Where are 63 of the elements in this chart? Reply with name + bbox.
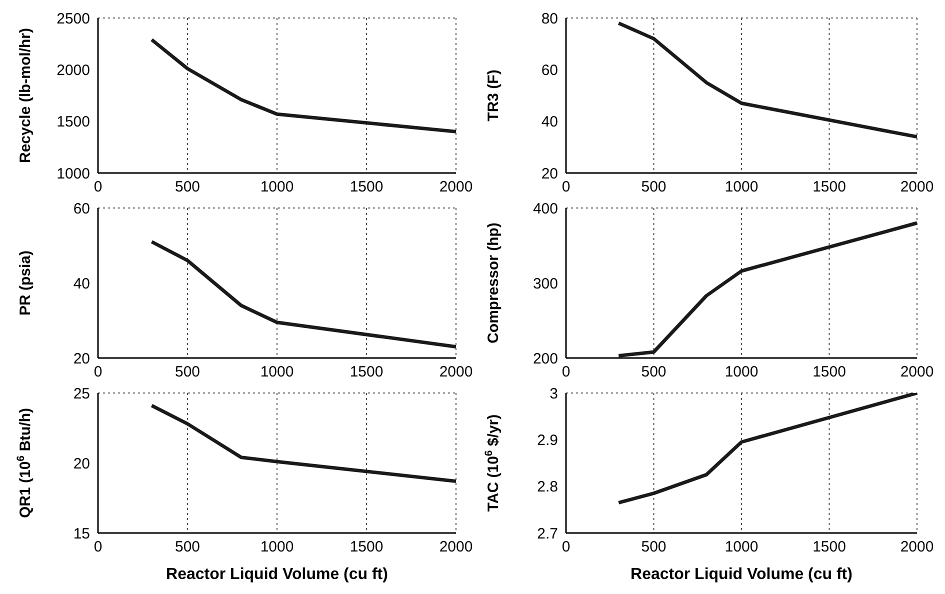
x-tick-label: 1500 — [812, 178, 846, 196]
x-tick-label: 1500 — [812, 538, 846, 556]
x-tick-label: 1000 — [260, 364, 294, 381]
y-tick-label: 1500 — [56, 114, 90, 131]
x-axis-title: Reactor Liquid Volume (cu ft) — [165, 566, 389, 584]
x-tick-label: 1000 — [724, 538, 758, 556]
x-tick-label: 2000 — [900, 178, 934, 196]
x-tick-label: 0 — [94, 364, 102, 381]
line-series — [616, 393, 917, 504]
x-tick-label: 500 — [641, 178, 666, 196]
y-tick-label: 40 — [73, 275, 90, 292]
x-tick-label: 0 — [562, 538, 570, 556]
line-series — [150, 240, 456, 348]
y-tick-label: 2.8 — [537, 478, 558, 496]
y-tick-label: 60 — [73, 200, 90, 218]
x-tick-label: 2000 — [900, 538, 934, 556]
y-tick-label: 15 — [73, 525, 90, 542]
y-tick-label: 3 — [550, 385, 558, 402]
x-tick-label: 1000 — [724, 364, 758, 381]
y-tick-label: 80 — [541, 10, 558, 28]
x-tick-label: 1500 — [350, 538, 384, 556]
x-tick-label: 1500 — [812, 364, 846, 381]
x-tick-label: 500 — [174, 538, 200, 556]
y-tick-label: 20 — [73, 350, 90, 368]
line-series — [616, 221, 917, 358]
x-tick-label: 0 — [562, 364, 570, 381]
y-tick-label: 20 — [541, 165, 558, 182]
y-tick-label: 20 — [73, 455, 90, 472]
y-tick-label: 2500 — [56, 10, 90, 28]
x-tick-label: 500 — [641, 538, 666, 556]
x-axis-title: Reactor Liquid Volume (cu ft) — [630, 566, 854, 584]
x-tick-label: 2000 — [439, 178, 473, 196]
x-tick-label: 1000 — [724, 178, 758, 196]
y-tick-label: 300 — [532, 275, 558, 292]
x-tick-label: 1500 — [350, 178, 384, 196]
x-tick-label: 1000 — [260, 538, 294, 556]
y-axis-title: Compressor (hp) — [485, 222, 502, 344]
y-axis-title: TR3 (F) — [485, 70, 502, 122]
x-tick-label: 0 — [94, 538, 102, 556]
x-tick-label: 500 — [174, 178, 200, 196]
y-tick-label: 40 — [541, 114, 558, 131]
x-tick-label: 2000 — [439, 364, 473, 381]
line-series — [150, 38, 456, 134]
x-tick-label: 500 — [174, 364, 200, 381]
line-series — [616, 21, 917, 139]
x-tick-label: 2000 — [900, 364, 934, 381]
x-tick-label: 1000 — [260, 178, 294, 196]
y-tick-label: 400 — [532, 200, 558, 218]
y-axis-title: Recycle (lb-mol/hr) — [17, 28, 34, 164]
x-tick-label: 0 — [94, 178, 102, 196]
y-tick-label: 2000 — [56, 62, 90, 79]
x-tick-label: 500 — [641, 364, 666, 381]
line-series — [150, 404, 456, 483]
y-axis-title: PR (psia) — [17, 250, 34, 316]
y-tick-label: 25 — [73, 385, 90, 402]
x-tick-label: 0 — [562, 178, 570, 196]
y-tick-label: 1000 — [56, 165, 90, 182]
y-tick-label: 200 — [532, 350, 558, 368]
x-tick-label: 2000 — [439, 538, 473, 556]
y-tick-label: 2.9 — [537, 432, 558, 449]
x-tick-label: 1500 — [350, 364, 384, 381]
y-tick-label: 2.7 — [537, 525, 558, 542]
y-tick-label: 60 — [541, 62, 558, 79]
